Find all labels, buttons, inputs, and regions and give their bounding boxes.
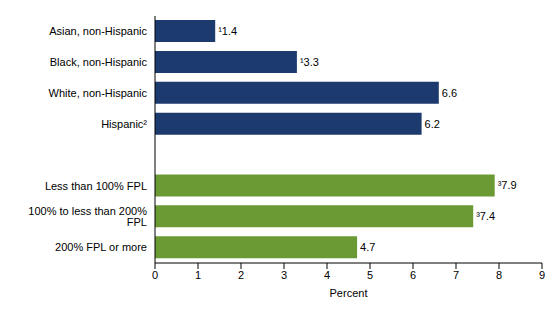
svg-text:White, non-Hispanic: White, non-Hispanic xyxy=(49,87,148,99)
svg-text:4.7: 4.7 xyxy=(360,241,375,253)
svg-text:9: 9 xyxy=(539,269,545,281)
svg-text:Hispanic²: Hispanic² xyxy=(101,118,147,130)
svg-text:6.6: 6.6 xyxy=(442,87,457,99)
svg-text:1: 1 xyxy=(195,269,201,281)
svg-text:³7.4: ³7.4 xyxy=(476,210,495,222)
svg-text:6.2: 6.2 xyxy=(425,118,440,130)
svg-text:³7.9: ³7.9 xyxy=(498,179,517,191)
svg-text:200% FPL or more: 200% FPL or more xyxy=(55,241,147,253)
svg-text:Asian, non-Hispanic: Asian, non-Hispanic xyxy=(49,25,147,37)
svg-text:100% to less than 200%FPL: 100% to less than 200%FPL xyxy=(28,205,147,228)
svg-text:4: 4 xyxy=(324,269,330,281)
svg-text:7: 7 xyxy=(453,269,459,281)
svg-text:5: 5 xyxy=(367,269,373,281)
svg-text:2: 2 xyxy=(238,269,244,281)
svg-text:¹3.3: ¹3.3 xyxy=(300,56,319,68)
svg-text:3: 3 xyxy=(281,269,287,281)
svg-text:8: 8 xyxy=(496,269,502,281)
svg-text:0: 0 xyxy=(152,269,158,281)
svg-text:Less than 100% FPL: Less than 100% FPL xyxy=(45,180,147,192)
svg-text:¹1.4: ¹1.4 xyxy=(218,25,237,37)
svg-text:Black, non-Hispanic: Black, non-Hispanic xyxy=(50,56,148,68)
svg-text:Percent: Percent xyxy=(330,287,368,299)
svg-text:6: 6 xyxy=(410,269,416,281)
